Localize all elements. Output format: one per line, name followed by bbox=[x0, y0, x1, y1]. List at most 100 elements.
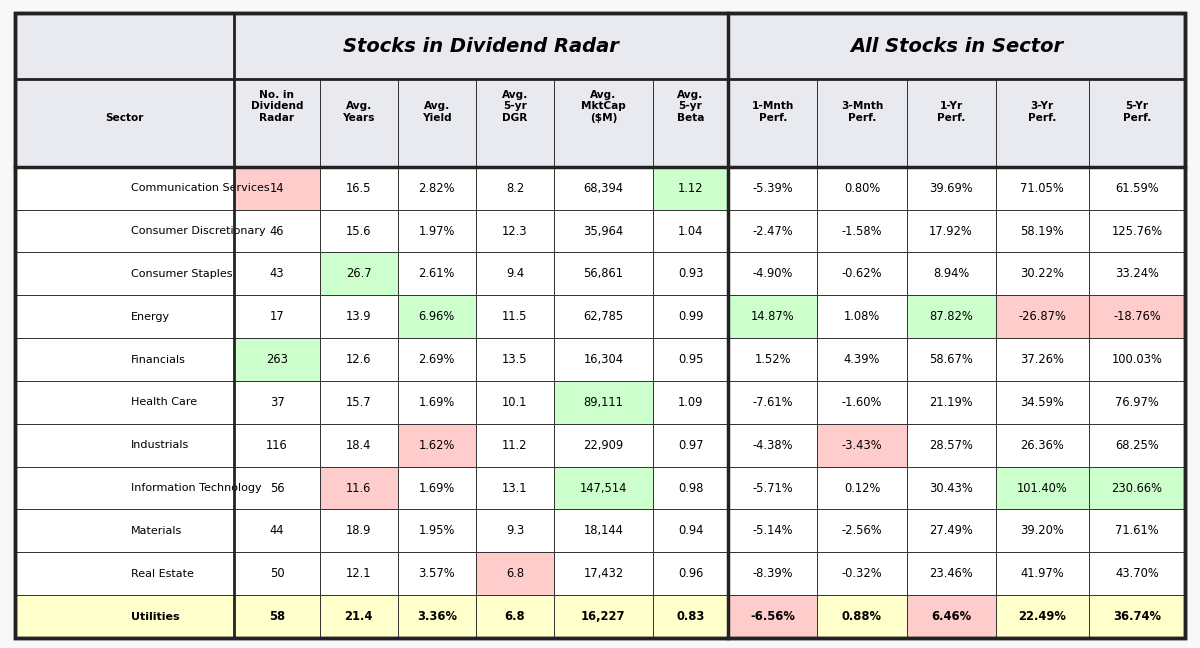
Text: 28.57%: 28.57% bbox=[929, 439, 973, 452]
Text: 30.22%: 30.22% bbox=[1020, 268, 1064, 281]
Bar bbox=[476, 167, 554, 210]
Bar bbox=[554, 253, 653, 295]
Bar bbox=[996, 167, 1088, 210]
Text: Avg.
5-yr
DGR: Avg. 5-yr DGR bbox=[502, 90, 528, 123]
Bar bbox=[1088, 253, 1184, 295]
Bar bbox=[554, 467, 653, 509]
Bar bbox=[397, 552, 476, 595]
Text: 0.94: 0.94 bbox=[678, 524, 703, 537]
Bar bbox=[728, 13, 1184, 79]
Text: 13.9: 13.9 bbox=[346, 310, 371, 323]
Bar bbox=[996, 509, 1088, 552]
Text: 0.88%: 0.88% bbox=[842, 610, 882, 623]
Text: 0.80%: 0.80% bbox=[844, 181, 880, 195]
Bar bbox=[1088, 509, 1184, 552]
Text: 0.83: 0.83 bbox=[677, 610, 704, 623]
Text: 11.6: 11.6 bbox=[346, 481, 371, 494]
Text: 3-Mnth
Perf.: 3-Mnth Perf. bbox=[841, 101, 883, 123]
Bar bbox=[817, 79, 906, 167]
Text: 56: 56 bbox=[270, 481, 284, 494]
Bar bbox=[14, 467, 234, 509]
Bar bbox=[1088, 467, 1184, 509]
Text: -4.90%: -4.90% bbox=[752, 268, 793, 281]
Text: 39.20%: 39.20% bbox=[1020, 524, 1064, 537]
Bar bbox=[728, 424, 817, 467]
Bar bbox=[653, 79, 728, 167]
Bar bbox=[906, 424, 996, 467]
Bar bbox=[1088, 167, 1184, 210]
Text: Avg.
Years: Avg. Years bbox=[342, 101, 374, 123]
Text: 0.97: 0.97 bbox=[678, 439, 703, 452]
Text: -1.58%: -1.58% bbox=[841, 225, 882, 238]
Text: 13.1: 13.1 bbox=[503, 481, 528, 494]
Text: 0.96: 0.96 bbox=[678, 567, 703, 580]
Bar bbox=[476, 210, 554, 253]
Bar bbox=[234, 381, 319, 424]
Text: Energy: Energy bbox=[131, 312, 170, 322]
Text: 0.12%: 0.12% bbox=[844, 481, 880, 494]
Text: 9.3: 9.3 bbox=[506, 524, 524, 537]
Text: 56,861: 56,861 bbox=[583, 268, 624, 281]
Text: -5.71%: -5.71% bbox=[752, 481, 793, 494]
Bar bbox=[476, 424, 554, 467]
Bar bbox=[476, 338, 554, 381]
Bar bbox=[397, 338, 476, 381]
Bar bbox=[728, 295, 817, 338]
Text: 71.05%: 71.05% bbox=[1020, 181, 1064, 195]
Text: 22,909: 22,909 bbox=[583, 439, 624, 452]
Text: Sector: Sector bbox=[106, 113, 144, 123]
Text: 89,111: 89,111 bbox=[583, 396, 623, 409]
Bar bbox=[653, 509, 728, 552]
Bar bbox=[728, 79, 817, 167]
Bar bbox=[653, 595, 728, 638]
Bar bbox=[554, 210, 653, 253]
Text: 1.95%: 1.95% bbox=[419, 524, 455, 537]
Text: 21.4: 21.4 bbox=[344, 610, 373, 623]
Bar bbox=[1088, 295, 1184, 338]
Text: 17,432: 17,432 bbox=[583, 567, 624, 580]
Bar bbox=[397, 424, 476, 467]
Bar bbox=[728, 338, 817, 381]
Bar bbox=[906, 509, 996, 552]
Bar bbox=[653, 467, 728, 509]
Text: 62,785: 62,785 bbox=[583, 310, 624, 323]
Text: -5.14%: -5.14% bbox=[752, 524, 793, 537]
Bar bbox=[554, 552, 653, 595]
Text: -2.56%: -2.56% bbox=[841, 524, 882, 537]
Bar bbox=[906, 295, 996, 338]
Text: 1.69%: 1.69% bbox=[419, 396, 455, 409]
Text: 14: 14 bbox=[270, 181, 284, 195]
Text: 43.70%: 43.70% bbox=[1115, 567, 1159, 580]
Text: -5.39%: -5.39% bbox=[752, 181, 793, 195]
Text: 17.92%: 17.92% bbox=[929, 225, 973, 238]
Text: 12.1: 12.1 bbox=[346, 567, 371, 580]
Text: 26.7: 26.7 bbox=[346, 268, 372, 281]
Bar bbox=[397, 595, 476, 638]
Bar bbox=[319, 210, 397, 253]
Bar bbox=[554, 338, 653, 381]
Text: 37.26%: 37.26% bbox=[1020, 353, 1064, 366]
Bar bbox=[996, 381, 1088, 424]
Text: 1-Yr
Perf.: 1-Yr Perf. bbox=[937, 101, 965, 123]
Bar bbox=[653, 253, 728, 295]
Bar bbox=[397, 253, 476, 295]
Text: 37: 37 bbox=[270, 396, 284, 409]
Text: -1.60%: -1.60% bbox=[841, 396, 882, 409]
Bar bbox=[653, 552, 728, 595]
Bar bbox=[554, 424, 653, 467]
Text: 30.43%: 30.43% bbox=[929, 481, 973, 494]
Text: 1.09: 1.09 bbox=[678, 396, 703, 409]
Text: 39.69%: 39.69% bbox=[929, 181, 973, 195]
Text: 1-Mnth
Perf.: 1-Mnth Perf. bbox=[751, 101, 794, 123]
Text: 21.19%: 21.19% bbox=[929, 396, 973, 409]
Text: 2.69%: 2.69% bbox=[419, 353, 455, 366]
Bar bbox=[234, 210, 319, 253]
Bar bbox=[817, 424, 906, 467]
Text: -6.56%: -6.56% bbox=[750, 610, 796, 623]
Text: 3.36%: 3.36% bbox=[416, 610, 457, 623]
Text: 76.97%: 76.97% bbox=[1115, 396, 1159, 409]
Text: Real Estate: Real Estate bbox=[131, 569, 193, 579]
Text: 18.9: 18.9 bbox=[346, 524, 371, 537]
Text: Avg.
Yield: Avg. Yield bbox=[422, 101, 451, 123]
Text: 147,514: 147,514 bbox=[580, 481, 628, 494]
